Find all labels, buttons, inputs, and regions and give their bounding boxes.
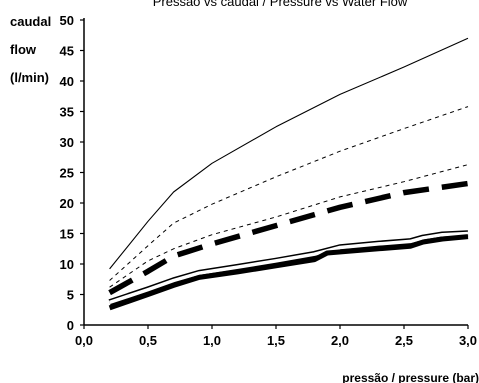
x-tick-label: 2,0 bbox=[331, 333, 349, 348]
y-tick-label: 15 bbox=[60, 227, 74, 242]
series-line-1 bbox=[109, 37, 469, 270]
series-line-5 bbox=[108, 230, 469, 306]
y-tick-label: 5 bbox=[67, 288, 74, 303]
series-path-5-inner bbox=[109, 231, 469, 305]
x-tick-label: 1,0 bbox=[203, 333, 221, 348]
series-path-1 bbox=[109, 37, 469, 270]
chart-title: Pressão vs caudal / Pressure vs Water Fl… bbox=[153, 0, 408, 9]
x-tick-label: 3,0 bbox=[459, 333, 477, 348]
y-tick-label: 10 bbox=[60, 257, 74, 272]
y-tick-label: 25 bbox=[60, 166, 74, 181]
series-path-3 bbox=[109, 164, 469, 288]
series-path-6 bbox=[108, 234, 469, 311]
y-tick-label: 40 bbox=[60, 74, 74, 89]
x-tick-label: 1,5 bbox=[267, 333, 285, 348]
y-tick-label: 30 bbox=[60, 135, 74, 150]
y-axis-label-line-1: caudal bbox=[10, 14, 51, 29]
y-tick-label: 0 bbox=[67, 318, 74, 333]
y-axis-label-line-3: (l/min) bbox=[10, 70, 49, 85]
y-tick-label: 20 bbox=[60, 196, 74, 211]
series-path-2 bbox=[109, 106, 469, 281]
y-tick-label: 50 bbox=[60, 13, 74, 28]
x-tick-label: 0,5 bbox=[139, 333, 157, 348]
series-line-6 bbox=[108, 234, 469, 311]
y-axis-label-line-2: flow bbox=[10, 42, 37, 57]
x-axis-label: pressão / pressure (bar) bbox=[342, 371, 479, 383]
y-tick-label: 35 bbox=[60, 105, 74, 120]
series-path-4 bbox=[108, 180, 469, 296]
series-group bbox=[108, 37, 469, 311]
series-line-3 bbox=[109, 164, 469, 288]
series-line-4 bbox=[108, 180, 469, 296]
x-tick-label: 0,0 bbox=[75, 333, 93, 348]
series-line-2 bbox=[109, 106, 469, 281]
y-tick-label: 45 bbox=[60, 44, 74, 59]
x-tick-label: 2,5 bbox=[395, 333, 413, 348]
axes: 0,0 0,5 1,0 1,5 2,0 2,5 3,0 0 5 10 15 20 25 30 35 40 45 5… bbox=[60, 13, 478, 348]
